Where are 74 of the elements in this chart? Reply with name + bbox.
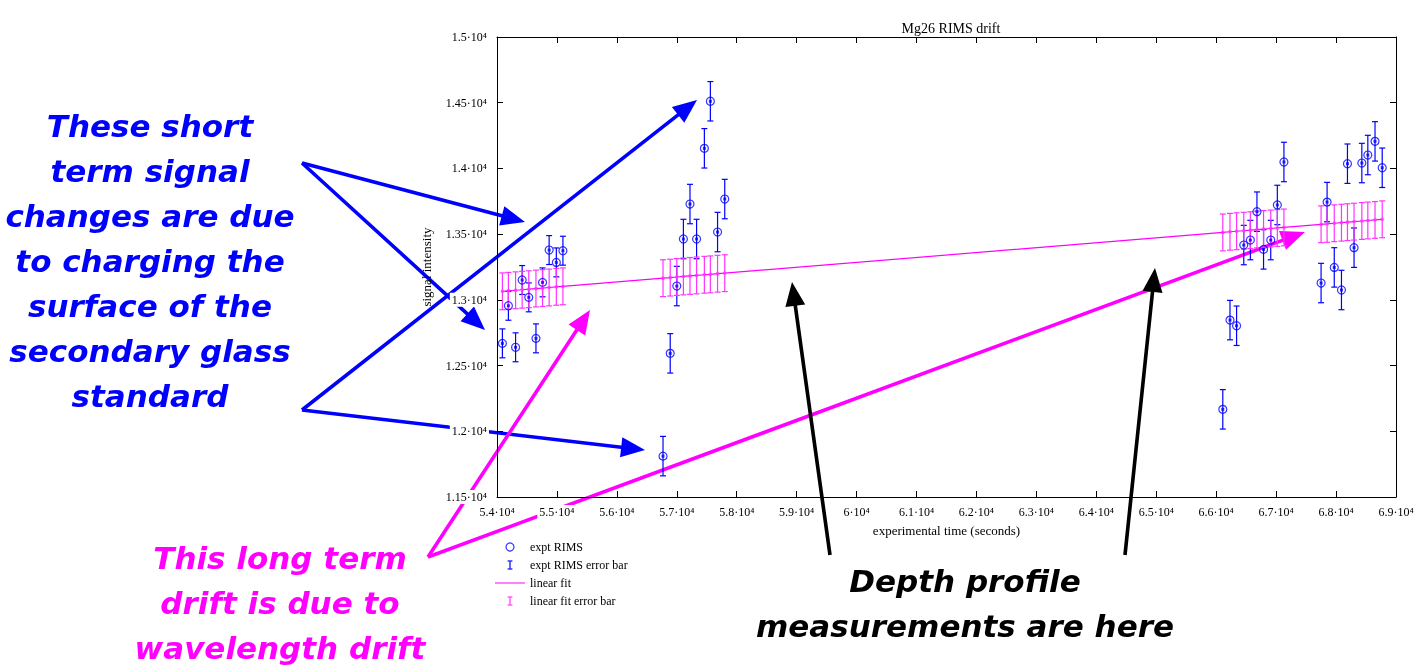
y-tick-label: 1.4·10⁴ xyxy=(451,161,487,176)
point xyxy=(1366,218,1370,222)
legend-label: expt RIMS xyxy=(530,540,584,554)
point xyxy=(534,287,538,291)
x-tick-label: 6·10⁴ xyxy=(843,505,870,519)
point xyxy=(723,271,727,275)
point xyxy=(1360,219,1364,223)
x-tick-label: 5.5·10⁴ xyxy=(539,505,575,519)
legend-label: linear fit error bar xyxy=(530,594,616,608)
point xyxy=(1228,230,1232,234)
point xyxy=(1339,221,1343,225)
point xyxy=(1269,226,1273,230)
point xyxy=(708,272,712,276)
point xyxy=(702,273,706,277)
point xyxy=(1235,229,1239,233)
point xyxy=(1231,321,1242,331)
point xyxy=(1319,222,1323,226)
x-tick-label: 5.8·10⁴ xyxy=(719,505,755,519)
y-tick-label: 1.2·10⁴ xyxy=(451,424,487,439)
point xyxy=(1373,218,1377,222)
point xyxy=(695,273,699,277)
point xyxy=(1242,229,1246,233)
point xyxy=(1380,217,1384,221)
y-tick-label: 1.3·10⁴ xyxy=(451,292,487,307)
text: Depth profile measurements are here xyxy=(755,562,1175,646)
point xyxy=(1345,220,1349,224)
y-tick-label: 1.35·10⁴ xyxy=(445,227,487,242)
point xyxy=(554,285,558,289)
x-tick-label: 6.9·10⁴ xyxy=(1378,505,1414,519)
x-tick-label: 5.4·10⁴ xyxy=(479,505,515,519)
x-tick-label: 6.6·10⁴ xyxy=(1198,505,1234,519)
text: This long term drift is due to wavelength drift xyxy=(133,539,428,668)
point xyxy=(681,274,685,278)
point xyxy=(668,276,672,280)
x-tick-label: 6.8·10⁴ xyxy=(1318,505,1354,519)
x-tick-label: 5.7·10⁴ xyxy=(659,505,695,519)
x-tick-label: 6.5·10⁴ xyxy=(1138,505,1174,519)
text: These short term signal changes are due to charging the surface of the secondary glass standard xyxy=(4,107,296,416)
point xyxy=(661,276,665,280)
legend-label: expt RIMS error bar xyxy=(530,558,628,572)
point xyxy=(561,284,565,288)
x-tick-label: 6.7·10⁴ xyxy=(1258,505,1294,519)
x-tick-label: 6.2·10⁴ xyxy=(958,505,995,519)
point xyxy=(1332,221,1336,225)
x-axis-title: experimental time (seconds) xyxy=(872,522,1021,538)
y-tick-label: 1.15·10⁴ xyxy=(445,490,487,504)
point xyxy=(1282,225,1286,229)
point xyxy=(514,288,518,292)
point xyxy=(712,227,723,237)
point xyxy=(688,274,692,278)
point xyxy=(541,286,545,290)
chart-title: Mg26 RIMS drift xyxy=(901,20,1001,36)
point xyxy=(1352,220,1356,224)
y-tick-label: 1.5·10⁴ xyxy=(451,30,487,44)
point xyxy=(510,342,521,352)
x-tick-label: 5.6·10⁴ xyxy=(599,505,635,519)
x-tick-label: 6.4·10⁴ xyxy=(1078,505,1114,519)
x-tick-label: 6.3·10⁴ xyxy=(1018,505,1054,519)
point xyxy=(1221,230,1225,234)
point xyxy=(520,288,524,292)
x-tick-label: 6.1·10⁴ xyxy=(898,505,935,519)
y-tick-label: 1.25·10⁴ xyxy=(445,358,487,373)
legend-label: linear fit xyxy=(530,576,572,590)
y-axis-title: signal intensity xyxy=(418,226,434,307)
point xyxy=(500,289,504,293)
point xyxy=(675,275,679,279)
point xyxy=(527,287,531,291)
point xyxy=(1248,228,1252,232)
point xyxy=(1336,285,1347,295)
line-series xyxy=(501,218,1383,292)
point xyxy=(547,286,551,289)
y-tick-label: 1.45·10⁴ xyxy=(445,95,487,110)
point xyxy=(716,272,720,276)
x-tick-label: 5.9·10⁴ xyxy=(779,505,815,519)
